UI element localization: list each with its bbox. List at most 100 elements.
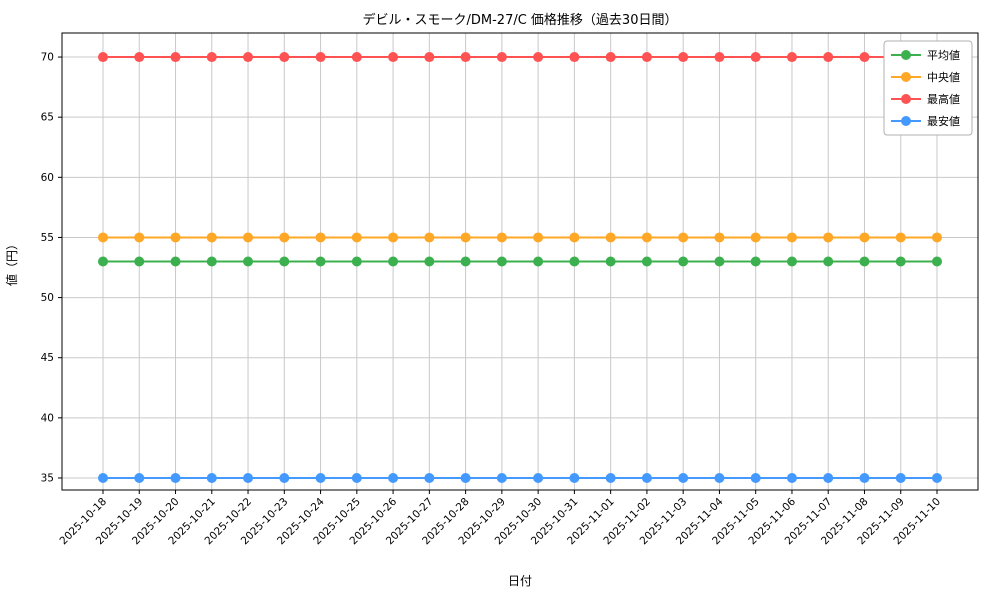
series-marker (351, 472, 362, 483)
series-marker (315, 256, 326, 267)
series-marker (895, 472, 906, 483)
series-marker (279, 472, 290, 483)
series-marker (714, 256, 725, 267)
series-marker (605, 256, 616, 267)
series-marker (170, 472, 181, 483)
series-marker (605, 472, 616, 483)
series-marker (388, 232, 399, 243)
series-marker (895, 256, 906, 267)
series-marker (823, 52, 834, 63)
series-marker (569, 256, 580, 267)
series-marker (859, 472, 870, 483)
legend-label: 最高値 (927, 92, 960, 106)
series-marker (98, 232, 108, 243)
series-marker (823, 256, 834, 267)
series-marker (533, 52, 544, 63)
series-marker (279, 256, 290, 267)
legend-marker (901, 94, 911, 104)
series-marker (496, 52, 507, 63)
series-marker (170, 232, 181, 243)
series-marker (243, 52, 254, 63)
series-marker (134, 52, 145, 63)
y-tick-label: 40 (41, 412, 54, 424)
series-marker (932, 232, 942, 243)
y-tick-label: 60 (41, 172, 54, 184)
legend-marker (901, 116, 911, 126)
y-tick-label: 35 (41, 472, 54, 484)
y-tick-label: 50 (41, 292, 54, 304)
legend-label: 平均値 (927, 49, 960, 62)
series-marker (786, 256, 797, 267)
series-marker (786, 232, 797, 243)
series-marker (859, 232, 870, 243)
series-marker (823, 472, 834, 483)
series-marker (605, 232, 616, 243)
series-marker (134, 232, 145, 243)
legend-label: 最安値 (927, 114, 960, 128)
series-marker (460, 472, 471, 483)
x-axis-label: 日付 (508, 574, 532, 588)
series-marker (678, 232, 689, 243)
series-marker (206, 232, 217, 243)
series-marker (206, 52, 217, 63)
series-marker (243, 232, 254, 243)
series-marker (533, 232, 544, 243)
series-marker (243, 472, 254, 483)
axis-ticks (58, 56, 938, 494)
series-marker (678, 52, 689, 63)
series-marker (714, 52, 725, 63)
y-tick-label: 65 (41, 112, 54, 124)
series-marker (641, 232, 652, 243)
series-marker (206, 256, 217, 267)
y-tick-label: 45 (41, 352, 54, 364)
plot-border (61, 32, 979, 491)
series-marker (750, 256, 761, 267)
series-marker (823, 232, 834, 243)
series-marker (170, 256, 181, 267)
legend-box (883, 40, 973, 136)
series-marker (714, 232, 725, 243)
series-marker (859, 52, 870, 63)
legend-label: 中央値 (927, 71, 960, 84)
series-marker (315, 232, 326, 243)
series-marker (859, 256, 870, 267)
series-marker (134, 256, 145, 267)
series-marker (98, 52, 108, 63)
series-marker (678, 472, 689, 483)
series-marker (496, 256, 507, 267)
series-marker (714, 472, 725, 483)
series-marker (533, 256, 544, 267)
series-marker (932, 256, 942, 267)
series-marker (315, 472, 326, 483)
chart-title: デビル・スモーク/DM-27/C 価格推移（過去30日間） (363, 12, 678, 28)
series-marker (170, 52, 181, 63)
series-marker (424, 52, 435, 63)
series-layer (98, 52, 942, 483)
series-marker (388, 256, 399, 267)
y-tick-label: 55 (41, 232, 54, 244)
y-axis-label: 値（円） (4, 238, 19, 286)
series-marker (460, 52, 471, 63)
series-marker (678, 256, 689, 267)
series-marker (750, 232, 761, 243)
series-marker (569, 232, 580, 243)
series-marker (569, 472, 580, 483)
series-marker (932, 472, 942, 483)
series-marker (641, 472, 652, 483)
series-marker (496, 472, 507, 483)
series-marker (605, 52, 616, 63)
series-marker (388, 472, 399, 483)
series-marker (388, 52, 399, 63)
legend-marker (901, 72, 911, 82)
series-marker (351, 256, 362, 267)
series-marker (496, 232, 507, 243)
series-marker (569, 52, 580, 63)
series-marker (641, 256, 652, 267)
y-tick-label: 70 (41, 52, 54, 64)
series-marker (279, 52, 290, 63)
series-marker (351, 232, 362, 243)
series-marker (351, 52, 362, 63)
